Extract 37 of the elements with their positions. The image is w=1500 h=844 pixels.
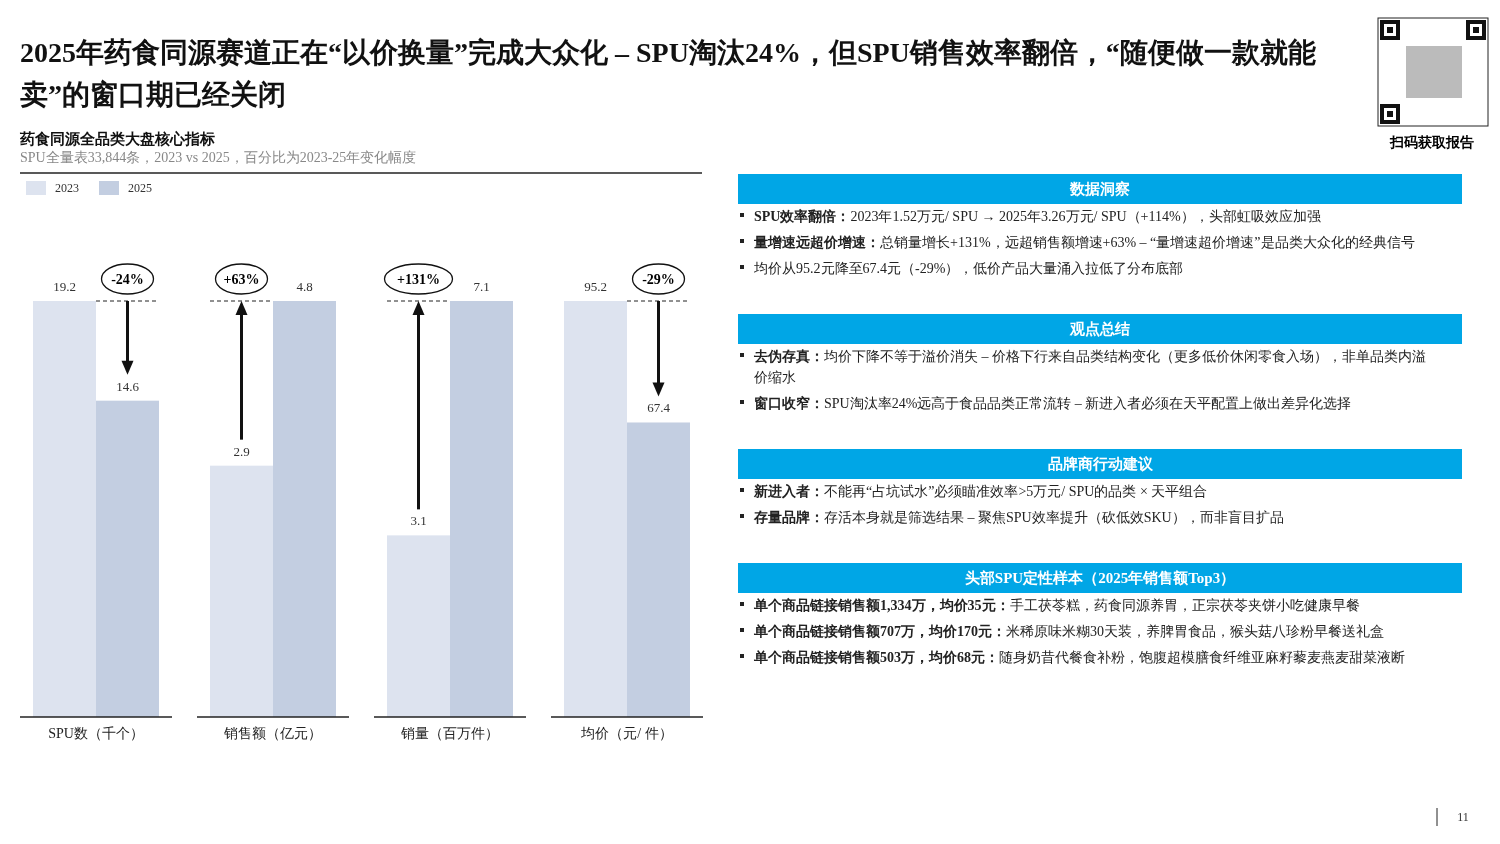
x-axis-title: 均价（元/ 件）	[580, 726, 673, 741]
text: -24%	[111, 272, 144, 287]
x-axis-title: 销量（百万件）	[400, 726, 499, 741]
text: 存量品牌：存活本身就是筛选结果 – 聚焦SPU效率提升（砍低效SKU），而非盲目扩品	[753, 509, 1284, 525]
text: 均价从95.2元降至67.4元（-29%），低价产品大量涌入拉低了分布底部	[753, 261, 1184, 276]
text: 扫码获取报告	[1389, 135, 1474, 150]
text: 2025年药食同源赛道正在“以价换量”完成大众化 – SPU淘汰24%，但SPU销售效率翻倍，“随便做一款就能卖”的窗口期已经关闭	[20, 37, 1316, 110]
text: 品牌商行动建议	[1047, 455, 1154, 472]
text: 11	[1457, 810, 1469, 824]
text: SPU全量表33,844条，2023 vs 2025，百分比为2023-25年变化幅度	[20, 150, 417, 165]
text: -29%	[642, 272, 675, 287]
text: 单个商品链接销售额1,334万，均价35元：手工茯苓糕，药食同源养胃，正宗茯苓夹饼小吃健康早餐	[753, 597, 1360, 613]
category-label: 2025	[128, 181, 152, 195]
text: +63%	[223, 272, 260, 287]
data-label: 14.6	[116, 378, 140, 394]
data-label: 3.1	[410, 513, 427, 529]
data-label: 7.1	[473, 279, 490, 294]
text: +131%	[397, 272, 440, 287]
text: 观点总结	[1069, 321, 1130, 337]
text: SPU效率翻倍：2023年1.52万元/ SPU → 2025年3.26万元/ SPU（+114%），头部虹吸效应加强	[754, 208, 1321, 224]
data-label: 2.9	[233, 443, 250, 459]
text: 去伪存真：均价下降不等于溢价消失 – 价格下行来自品类结构变化（更多低价休闲零食入场），非单品类内溢价缩水	[754, 349, 1426, 385]
x-axis-title: 销售额（亿元）	[223, 726, 322, 741]
data-label: 95.2	[584, 279, 607, 294]
chart-subtitle: 药食同源全品类大盘核心指标	[19, 130, 215, 147]
data-label: 19.2	[53, 279, 76, 294]
text: 单个商品链接销售额503万，均价68元：随身奶昔代餐食补粉，饱腹超模膳食纤维亚麻籽藜麦燕麦甜菜液断	[753, 649, 1405, 665]
data-label: 4.8	[296, 279, 313, 294]
category-label: 2023	[55, 181, 79, 195]
text: 窗口收窄：SPU淘汰率24%远高于食品品类正常流转 – 新进入者必须在天平配置上做出差异化选择	[754, 395, 1352, 411]
data-label: 67.4	[647, 400, 671, 416]
x-axis-title: SPU数（千个）	[48, 726, 144, 741]
text: 量增速远超价增速：总销量增长+131%，远超销售额增速+63% – “量增速超价增速”是品类大众化的经典信号	[753, 235, 1415, 250]
text: 数据洞察	[1069, 180, 1130, 197]
text: 新进入者：不能再“占坑试水”必须瞄准效率>5万元/ SPU的品类 × 天平组合	[753, 483, 1208, 499]
text: 单个商品链接销售额707万，均价170元：米稀原味米糊30天装，养脾胃食品，猴头菇八珍粉早餐送礼盒	[753, 623, 1384, 639]
text: 头部SPU定性样本（2025年销售额Top3）	[964, 569, 1236, 586]
